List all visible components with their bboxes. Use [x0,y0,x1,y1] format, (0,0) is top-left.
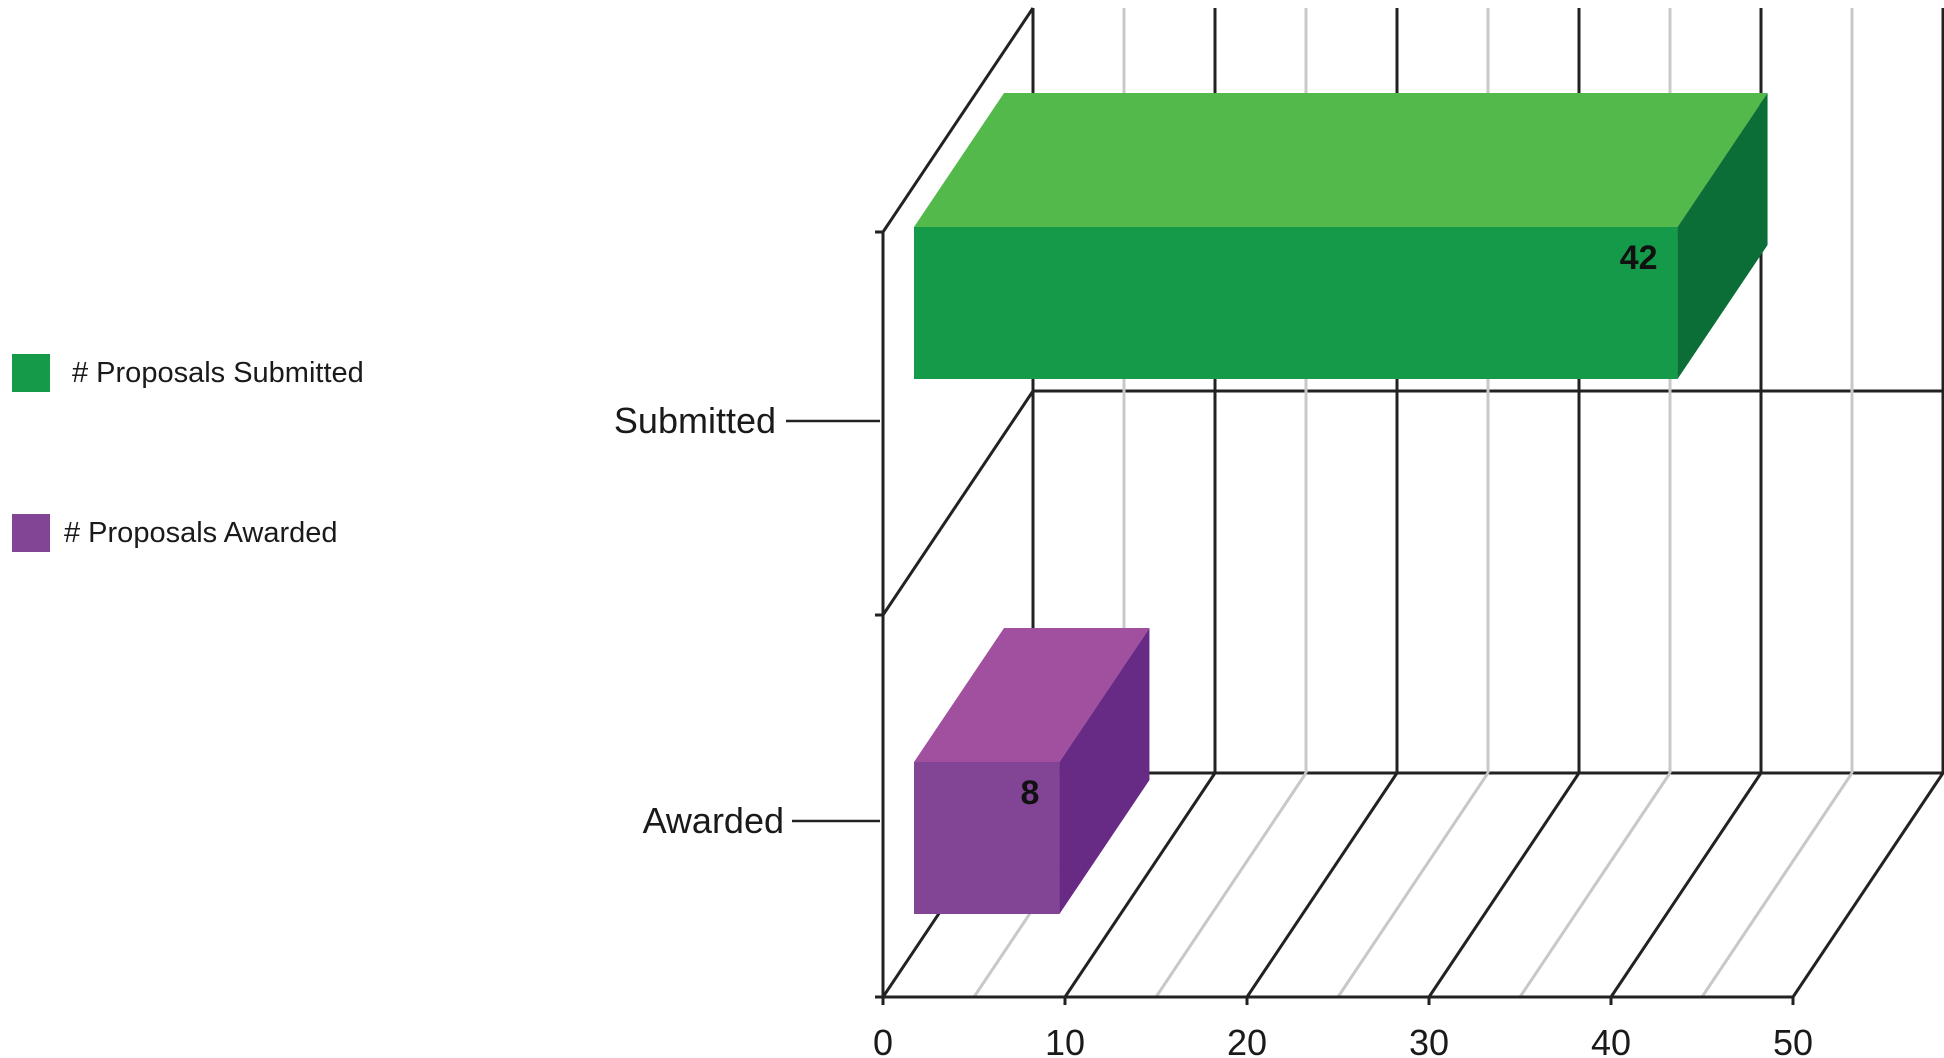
x-tick-label: 50 [1773,1022,1813,1058]
x-tick-label: 30 [1409,1022,1449,1058]
bar-front-awarded [914,762,1060,914]
floor-gridline-major [1609,772,1763,998]
floor-gridline-major [1791,772,1944,998]
legend-item-awarded: # Proposals Awarded [12,514,338,552]
floor-gridline-minor [1518,772,1672,998]
floor-gridline-minor [1700,772,1854,998]
category-label-awarded: Awarded [643,800,784,841]
left-wall-middle-edge [881,390,1035,616]
legend-label-awarded: # Proposals Awarded [64,516,338,549]
x-tick-label: 0 [873,1022,893,1058]
category-label-submitted: Submitted [614,400,776,441]
legend-swatch-awarded [12,514,50,552]
bar-front-submitted [914,227,1678,379]
x-tick-label: 10 [1045,1022,1085,1058]
bar-side-awarded [1059,628,1150,914]
legend-item-submitted: # Proposals Submitted [12,354,364,392]
floor-gridline-major [1245,772,1399,998]
floor-gridline-minor [1336,772,1490,998]
data-label-submitted: 42 [1620,239,1658,277]
legend-swatch-submitted [12,354,50,392]
bar-top-submitted [914,93,1768,227]
legend-label-submitted: # Proposals Submitted [72,356,364,389]
floor-gridline-major [1063,772,1217,998]
data-label-awarded: 8 [1021,774,1040,812]
floor-gridline-major [1427,772,1581,998]
bar-top-awarded [914,628,1150,762]
floor-gridline-minor [1154,772,1308,998]
left-wall-top-edge [881,7,1035,233]
bar-side-submitted [1677,93,1768,379]
x-tick-label: 20 [1227,1022,1267,1058]
x-tick-label: 40 [1591,1022,1631,1058]
